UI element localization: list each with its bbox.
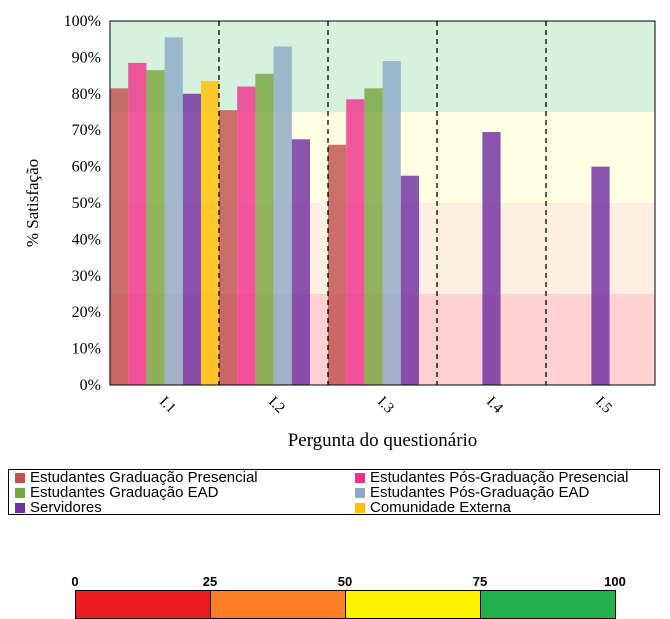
bar [400, 175, 419, 385]
bar [182, 93, 201, 386]
scale-segment [75, 590, 211, 619]
bar [146, 70, 165, 385]
scale-label: 25 [202, 574, 218, 589]
y-tick-label: 90% [72, 49, 101, 66]
x-tick-label: I.2 [265, 394, 288, 417]
legend-label: Estudantes Pós-Graduação EAD [370, 484, 590, 501]
x-tick-label: I.5 [592, 394, 615, 417]
bar [591, 166, 610, 385]
y-tick-label: 80% [72, 86, 101, 103]
legend-item: Estudantes Graduação Presencial [15, 470, 355, 485]
y-tick-label: 50% [72, 195, 101, 212]
y-tick-label: 30% [72, 268, 101, 285]
bar [382, 61, 401, 385]
y-tick-label: 40% [72, 231, 101, 248]
y-axis-ticks: 0% 10% 20% 30% 40% 50% 60% 70% 80% 90% 100% [64, 13, 101, 394]
bar [328, 144, 347, 385]
satisfaction-bar-chart: 0% 10% 20% 30% 40% 50% 60% 70% 80% 90% 100% I.1 I.2… [23, 13, 656, 451]
y-tick-label: 0% [80, 377, 101, 394]
legend-item: Servidores [15, 500, 355, 515]
legend-label: Comunidade Externa [370, 499, 511, 516]
x-tick-label: I.4 [483, 394, 506, 417]
scale-label: 100 [604, 574, 626, 589]
bars [110, 37, 610, 386]
x-axis-ticks: I.1 I.2 I.3 I.4 I.5 [156, 394, 615, 417]
bar [482, 132, 501, 385]
bar [219, 110, 238, 386]
x-axis-label: Pergunta do questionário [288, 430, 478, 451]
legend-item: Estudantes Pós-Graduação Presencial [355, 470, 665, 485]
y-tick-label: 10% [72, 341, 101, 358]
x-tick-label: I.3 [374, 394, 397, 417]
bar [364, 88, 383, 385]
scale-label: 50 [337, 574, 353, 589]
y-tick-label: 100% [64, 13, 101, 30]
legend-swatch [355, 487, 365, 498]
bar [291, 139, 310, 385]
legend-item: Comunidade Externa [355, 500, 665, 515]
y-tick-label: 20% [72, 304, 101, 321]
x-tick-label: I.1 [156, 394, 179, 417]
bar [110, 88, 129, 385]
legend-swatch [15, 472, 25, 483]
y-axis-label: % Satisfação [23, 159, 42, 247]
plot-frame [109, 20, 656, 386]
y-tick-label: 70% [72, 122, 101, 139]
bar [273, 46, 292, 385]
legend-swatch [15, 502, 25, 513]
scale-label: 75 [472, 574, 488, 589]
bar [237, 86, 256, 386]
scale-segment [210, 590, 346, 619]
bar [201, 81, 220, 385]
bar [164, 37, 183, 385]
legend-label: Estudantes Graduação Presencial [30, 469, 258, 486]
legend-item: Estudantes Graduação EAD [15, 485, 355, 500]
category-dividers [218, 21, 547, 385]
legend-swatch [355, 502, 365, 513]
legend-label: Servidores [30, 499, 102, 516]
scale-segment [345, 590, 481, 619]
legend-label: Estudantes Graduação EAD [30, 484, 219, 501]
bar [346, 99, 365, 385]
legend-label: Estudantes Pós-Graduação Presencial [370, 469, 629, 486]
legend-swatch [15, 487, 25, 498]
legend-swatch [355, 472, 365, 483]
chart-legend: Estudantes Graduação Presencial Estudante… [8, 469, 660, 515]
y-tick-label: 60% [72, 159, 101, 176]
scale-segment [480, 590, 616, 619]
bar [255, 73, 274, 385]
bar [128, 62, 147, 386]
legend-item: Estudantes Pós-Graduação EAD [355, 485, 665, 500]
scale-label: 0 [71, 574, 79, 589]
